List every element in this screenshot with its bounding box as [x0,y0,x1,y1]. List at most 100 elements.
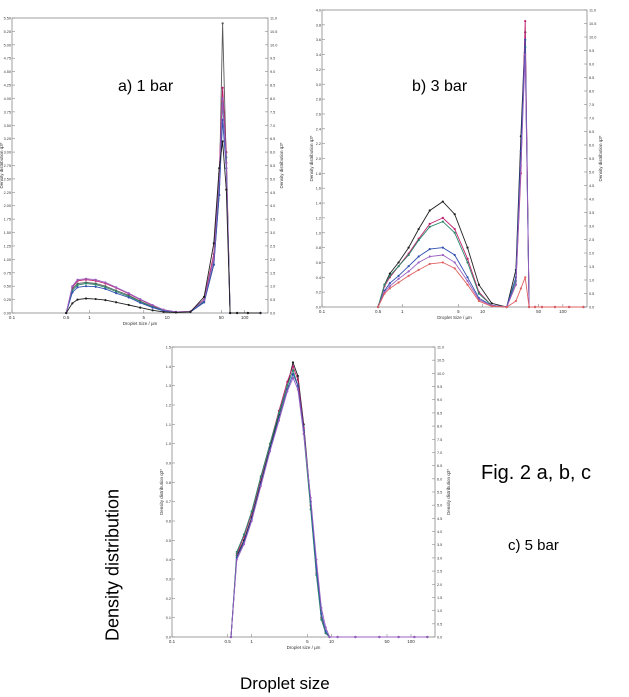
data-point [453,227,456,231]
y-tick-label-right: 1.0 [437,609,442,613]
data-point [553,305,557,309]
data-point [453,267,456,270]
data-point [524,53,527,56]
data-point [383,292,386,295]
data-point [441,220,444,223]
data-point [441,261,444,264]
data-point [490,302,493,305]
y-tick-label-left: 0.6 [316,261,321,265]
y-tick-label-right: 6.0 [437,477,442,481]
data-point [302,432,305,436]
y-tick-label-right: 4.5 [270,191,275,195]
y-tick-label-left: 1.6 [316,187,321,191]
data-point [417,239,420,242]
data-point [225,161,228,164]
y-axis-caption: Density distribution [102,488,123,642]
y-tick-label-right: 4.5 [437,517,442,521]
data-point [407,246,410,249]
data-point [235,550,238,554]
data-point [417,227,420,231]
y-tick-label-left: 1.5 [166,346,171,350]
data-point [377,305,380,309]
data-point [417,268,420,271]
y-tick-label-right: 8.5 [437,411,442,415]
y-tick-label-right: 9.5 [270,57,275,61]
data-point [407,253,410,257]
y-tick-label-right: 2.0 [589,252,594,256]
data-point [84,277,88,280]
data-point [428,222,431,225]
y-tick-label-left: 2.6 [316,112,321,116]
y-tick-label-left: 1.2 [316,216,321,220]
y-tick-label-right: 3.5 [437,543,442,547]
data-point [407,270,410,273]
y-tick-label-right: 11.0 [437,346,444,350]
data-point [466,279,469,283]
data-point [397,274,400,277]
y-tick-label-left: 0.5 [166,539,171,543]
data-point [315,558,318,561]
data-point [428,247,431,251]
data-point [378,635,381,639]
y-tick-label-right: 2.5 [589,238,594,242]
data-point [505,305,508,309]
y-tick-label-left: 0.0 [166,636,171,640]
data-point [453,231,456,234]
y-tick-label-right: 5.0 [437,504,442,508]
y-tick-label-left: 3.25 [4,137,11,141]
y-tick-label-left: 3.00 [4,151,11,155]
data-point [203,295,206,299]
x-tick-label: 10 [480,309,486,314]
chart-panel-b: 0.0 0.2 0.4 0.6 0.8 1.0 1.2 1.4 1.6 1.8 2.0 2.2 2.4 2… [309,9,603,321]
x-tick-label: 1 [250,639,253,644]
y-tick-label-right: 8.0 [270,97,275,101]
data-point [162,310,165,314]
y-tick-label-left: 5.50 [4,17,11,21]
y-tick-label-left: 0.75 [4,271,11,275]
x-tick-label: 100 [407,639,415,644]
y-tick-label-left: 0.2 [166,597,171,601]
y-tick-label-right: 11.0 [270,17,277,21]
y-tick-label-right: 10.0 [437,372,444,376]
y-tick-label-right: 4.5 [589,184,594,188]
y-tick-label-left: 2.2 [316,142,321,146]
data-point [246,311,249,315]
y-tick-label-left: 0.7 [166,500,171,504]
data-point [453,213,456,216]
y-tick-label-right: 11.0 [589,9,596,13]
series-line-5 [230,376,428,638]
data-point [291,361,295,364]
data-point [453,253,456,257]
y-axis-label-right: Density distribution q3* [598,135,603,181]
data-point [426,635,429,639]
x-tick-label: 10 [329,639,335,644]
y-tick-label-left: 0.3 [166,578,171,582]
y-tick-label-left: 0.9 [166,462,171,466]
y-tick-label-right: 1.5 [437,596,442,600]
data-point [296,384,299,387]
data-point [397,281,400,284]
x-tick-label: 0.1 [319,309,326,314]
data-point [296,388,299,391]
data-point [212,242,215,245]
x-axis-label: Droplet Size / µm [123,321,158,326]
data-point [94,285,97,288]
y-tick-label-left: 3.2 [316,68,321,72]
y-tick-label-right: 10.0 [589,36,596,40]
data-point [221,97,224,100]
panel-label-b: b) 3 bar [412,78,468,95]
data-point [324,626,327,629]
data-point [236,311,239,315]
data-point [242,533,246,536]
data-point [71,285,74,288]
y-tick-label-right: 2.5 [437,570,442,574]
data-point [221,22,224,25]
data-point [417,255,420,258]
y-tick-label-left: 2.4 [316,127,321,131]
y-tick-label-right: 9.0 [589,63,594,67]
y-tick-label-right: 10.5 [437,359,444,363]
data-point [324,630,327,633]
y-tick-label-right: 2.0 [437,583,442,587]
data-point [527,305,531,309]
